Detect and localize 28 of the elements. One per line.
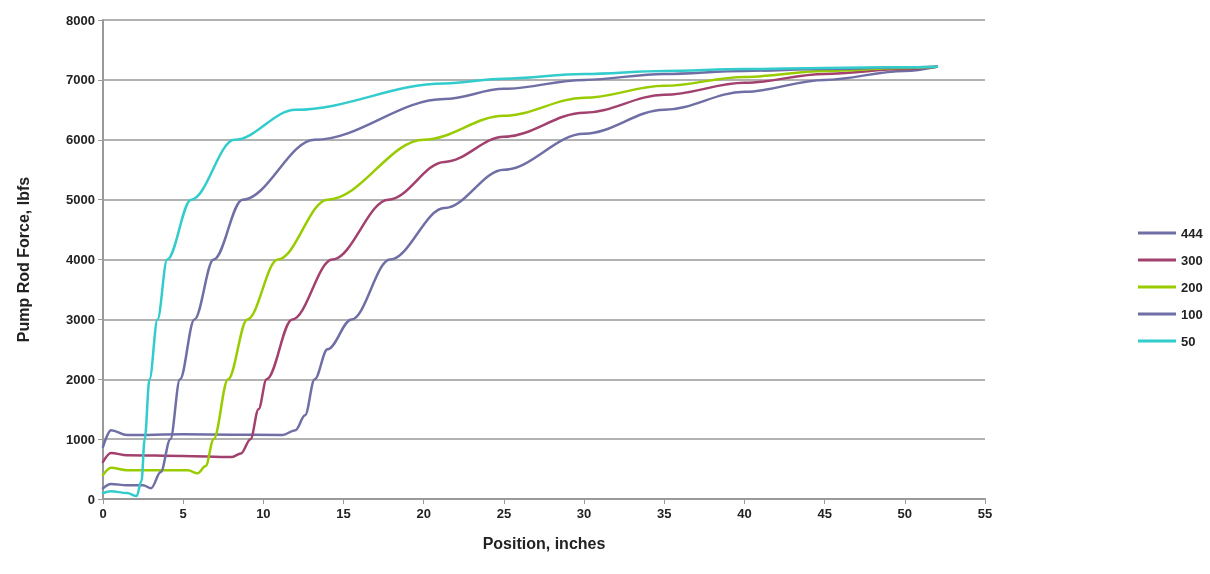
- y-tick-label: 1000: [66, 431, 95, 447]
- x-tick-label: 30: [576, 506, 592, 521]
- x-axis-title: Position, inches: [482, 534, 606, 552]
- y-tick-label: 0: [87, 491, 95, 507]
- x-tick-label: 55: [977, 506, 993, 521]
- x-tick-label: 35: [657, 506, 672, 521]
- legend-label: 300: [1181, 252, 1203, 268]
- x-tick-label: 10: [256, 506, 271, 521]
- x-tick-label: 50: [897, 506, 913, 521]
- legend-label: 444: [1181, 225, 1204, 241]
- y-tick-label: 4000: [66, 252, 95, 267]
- y-tick-label: 6000: [66, 132, 95, 148]
- y-tick-label: 8000: [66, 12, 95, 28]
- y-tick-label: 3000: [66, 311, 95, 327]
- x-tick-label: 20: [416, 506, 431, 521]
- y-tick-label: 5000: [66, 192, 95, 208]
- x-tick-label: 40: [737, 506, 752, 521]
- y-tick-label: 2000: [66, 371, 95, 387]
- legend-label: 50: [1181, 333, 1196, 349]
- y-axis-title: Pump Rod Force, lbfs: [14, 176, 32, 343]
- y-tick-label: 7000: [66, 72, 95, 88]
- x-tick-label: 15: [336, 506, 351, 521]
- x-tick-label: 5: [179, 506, 187, 521]
- legend-label: 100: [1181, 306, 1203, 322]
- x-tick-label: 25: [496, 506, 512, 521]
- x-tick-label: 0: [99, 506, 107, 521]
- x-tick-label: 45: [817, 506, 832, 521]
- legend-label: 200: [1181, 279, 1203, 295]
